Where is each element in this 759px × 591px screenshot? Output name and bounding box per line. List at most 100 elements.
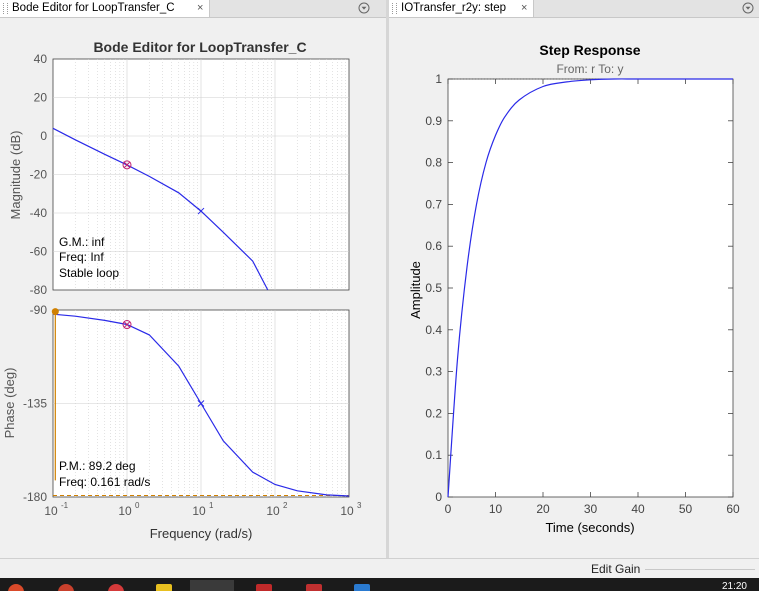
taskbar-app-icon[interactable] [256,584,272,591]
step-plot-area: Step Response From: r To: y 0 0.1 0.2 0.3 0.… [389,18,759,558]
tab-grip[interactable] [392,3,397,14]
x-tick-label: 20 [536,502,550,516]
tab-grip[interactable] [3,3,8,14]
step-title: Step Response [539,42,640,58]
phase-margin-freq-text: Freq: 0.161 rad/s [59,475,150,489]
x-tick-label: 60 [726,502,740,516]
magnitude-ylabel: Magnitude (dB) [8,131,23,220]
taskbar: 21:20 [0,578,759,591]
frequency-tick-label: 10 [44,504,58,518]
zero-marker [122,160,132,170]
panel-menu-icon[interactable] [358,2,370,14]
magnitude-grid [53,59,349,290]
frequency-tick-exponent: -1 [61,501,69,510]
gain-margin-text: G.M.: inf [59,235,105,249]
bode-plot-area: Bode Editor for LoopTransfer_C 40 20 0 -20-… [0,18,386,558]
bode-editor-panel: Bode Editor for LoopTransfer_C × Bode Ed… [0,0,386,558]
magnitude-tick-label: 40 [34,52,48,66]
taskbar-active-app[interactable] [190,580,234,591]
x-tick-label: 10 [489,502,503,516]
phase-markers [51,308,205,481]
y-tick-label: 0.3 [425,365,442,379]
stability-text: Stable loop [59,266,119,280]
x-tick-label: 40 [631,502,645,516]
pole-marker [197,400,205,407]
y-tick-label: 0.5 [425,281,442,295]
y-tick-label: 0 [435,490,442,504]
right-tab-bar: IOTransfer_r2y: step × [389,0,759,18]
frequency-tick-labels: 10 -1 10 0 10 1 10 2 10 3 [44,501,362,518]
status-separator [645,569,755,570]
tab-label: Bode Editor for LoopTransfer_C [12,2,175,14]
frequency-tick-label: 10 [192,504,206,518]
frequency-tick-exponent: 0 [135,501,140,510]
pole-marker [197,207,205,215]
taskbar-app-icon[interactable] [306,584,322,591]
close-icon[interactable]: × [521,2,528,14]
frequency-tick-label: 10 [118,504,132,518]
panel-divider[interactable] [386,0,389,558]
phase-margin-marker [51,308,59,316]
phase-ylabel: Phase (deg) [2,368,17,439]
step-response-panel: IOTransfer_r2y: step × Step Response Fro… [389,0,759,558]
y-tick-label: 0.4 [425,323,442,337]
left-tab-bar: Bode Editor for LoopTransfer_C × [0,0,386,18]
step-subtitle: From: r To: y [556,62,623,76]
step-axes [447,78,734,498]
y-tick-label: 1 [435,72,442,86]
y-tick-label: 0.8 [425,156,442,170]
taskbar-app-icon[interactable] [156,584,172,591]
panel-menu-icon[interactable] [742,2,754,14]
phase-margin-text: P.M.: 89.2 deg [59,459,136,473]
frequency-tick-label: 10 [340,504,354,518]
phase-tick-labels: -90 -135 -180 [23,303,47,504]
magnitude-tick-label: 20 [34,91,48,105]
frequency-tick-exponent: 2 [283,501,288,510]
phase-tick-label: -90 [30,303,48,317]
frequency-tick-exponent: 1 [209,501,214,510]
phase-tick-label: -180 [23,490,47,504]
phase-tick-label: -135 [23,397,47,411]
taskbar-clock: 21:20 [721,581,747,591]
magnitude-markers [122,160,205,215]
taskbar-app-icon[interactable] [108,584,124,591]
close-icon[interactable]: × [197,2,204,14]
magnitude-tick-label: -60 [30,245,48,259]
bode-plot[interactable]: Bode Editor for LoopTransfer_C 40200-20-… [0,18,386,558]
magnitude-tick-label: -80 [30,283,48,297]
step-xlabel: Time (seconds) [545,520,634,535]
y-tick-label: 0.7 [425,197,442,211]
tab-bode-editor[interactable]: Bode Editor for LoopTransfer_C × [0,0,210,17]
tab-label: IOTransfer_r2y: step [401,2,507,14]
bode-title: Bode Editor for LoopTransfer_C [93,39,306,55]
status-bar: Edit Gain [0,558,759,579]
x-tick-label: 30 [584,502,598,516]
pole-marker [123,321,131,328]
y-tick-label: 0.2 [425,406,442,420]
y-tick-label: 0.6 [425,239,442,253]
tab-step-response[interactable]: IOTransfer_r2y: step × [389,0,534,17]
gain-margin-freq-text: Freq: Inf [59,250,104,264]
taskbar-app-icon[interactable] [8,584,24,591]
step-ylabel: Amplitude [408,261,423,319]
step-curve [447,78,733,498]
magnitude-tick-label: 0 [40,129,47,143]
step-plot[interactable]: Step Response From: r To: y 0 0.1 0.2 0.3 0.… [389,18,759,558]
magnitude-tick-labels: 40 20 0 -20 -40 -60 -80 [30,52,48,297]
x-tick-label: 0 [445,502,452,516]
frequency-tick-exponent: 3 [357,501,362,510]
x-tick-label: 50 [679,502,693,516]
pole-marker [123,161,131,169]
frequency-xlabel: Frequency (rad/s) [150,526,253,541]
status-text: Edit Gain [591,562,641,576]
frequency-tick-label: 10 [266,504,280,518]
y-tick-label: 0.9 [425,114,442,128]
magnitude-curve [52,127,269,291]
zero-marker [122,320,132,330]
taskbar-app-icon[interactable] [58,584,74,591]
taskbar-app-icon[interactable] [354,584,370,591]
phase-grid [53,310,349,497]
magnitude-tick-label: -20 [30,168,48,182]
magnitude-tick-label: -40 [30,206,48,220]
y-tick-label: 0.1 [425,448,442,462]
